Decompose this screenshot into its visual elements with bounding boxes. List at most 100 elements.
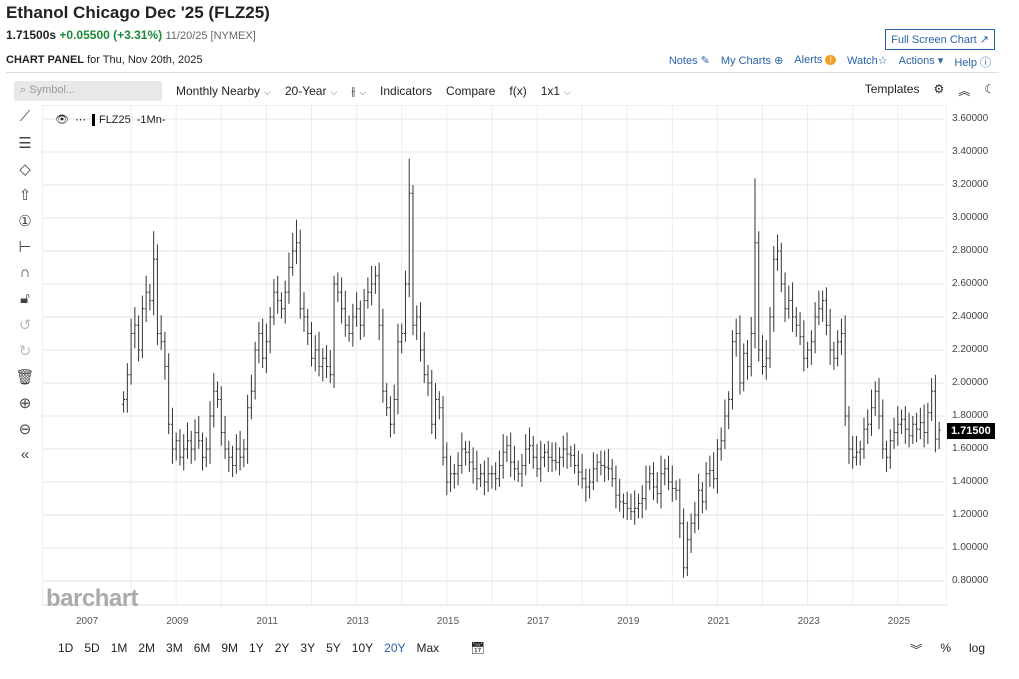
zoom-out-icon[interactable]: ⊖ [18, 421, 32, 438]
help-link[interactable]: Help ⓘ [954, 54, 991, 70]
range-9m[interactable]: 9M [221, 641, 239, 655]
indicators-button[interactable]: Indicators [380, 84, 433, 98]
eye-icon[interactable]: 👁︎ [55, 114, 69, 126]
question-icon: ⓘ [980, 57, 991, 69]
trash-icon[interactable]: 🗑︎ [15, 369, 35, 386]
y-tick-label: 1.00000 [952, 542, 989, 553]
ohlc-bar [133, 307, 137, 349]
ohlc-bar [580, 453, 584, 489]
gear-icon[interactable]: ⚙ [933, 82, 945, 96]
symbol-search-input[interactable]: ⌕ Symbol... [14, 81, 162, 101]
ohlc-bar [700, 482, 704, 514]
log-toggle[interactable]: log [968, 641, 985, 655]
ohlc-bar [565, 432, 569, 469]
y-tick-label: 2.00000 [952, 377, 989, 388]
ohlc-bar [836, 330, 840, 367]
collapse-sidebar-icon[interactable]: « [20, 446, 30, 463]
ohlc-bar [885, 440, 889, 473]
y-tick-label: 1.80000 [952, 410, 989, 421]
notes-link[interactable]: Notes ✎ [669, 54, 710, 70]
ohlc-bar [223, 416, 227, 459]
ohlc-bar [569, 445, 573, 468]
range-1y[interactable]: 1Y [249, 641, 264, 655]
last-price: 1.71500s [6, 28, 57, 42]
ohlc-bar [873, 381, 877, 416]
undo-icon[interactable]: ↺ [18, 317, 32, 334]
actions-menu[interactable]: Actions ▾ [899, 54, 944, 70]
range-3y[interactable]: 3Y [300, 641, 316, 655]
range-10y[interactable]: 10Y [351, 641, 374, 655]
ohlc-bar [652, 462, 656, 501]
collapse-icon[interactable]: ︽ [958, 84, 971, 98]
ohlc-bar [373, 265, 377, 294]
unlock-icon[interactable]: 🔓︎ [20, 290, 30, 307]
range-label: 20-Year [284, 84, 327, 98]
compare-button[interactable]: Compare [446, 84, 496, 98]
full-screen-chart-button[interactable]: Full Screen Chart ↗ [885, 29, 995, 50]
ohlc-bar [204, 437, 208, 468]
ohlc-bar [610, 458, 614, 487]
measure-icon[interactable]: ⊢ [18, 239, 32, 256]
ohlc-bar [670, 465, 674, 502]
toolbar-right: Templates ⚙ ︽ ☾ [865, 82, 995, 99]
ohlc-bar [791, 282, 795, 332]
ohlc-bar [185, 422, 189, 459]
watch-link[interactable]: Watch☆ [847, 54, 888, 70]
ohlc-bar [531, 435, 535, 469]
period-dropdown[interactable]: Monthly Nearby ⌵ [176, 84, 271, 98]
expand-down-icon[interactable]: ︾ [910, 643, 923, 657]
range-dropdown[interactable]: 20-Year ⌵ [285, 84, 337, 98]
percent-toggle[interactable]: % [940, 641, 951, 655]
range-5d[interactable]: 5D [84, 641, 100, 655]
range-max[interactable]: Max [416, 641, 440, 655]
magnet-icon[interactable]: ∩ [19, 264, 31, 281]
range-1m[interactable]: 1M [110, 641, 128, 655]
annotation-icon[interactable]: ① [18, 213, 32, 230]
ohlc-bar [704, 462, 708, 511]
ohlc-bar [272, 279, 276, 326]
ohlc-bar [310, 321, 313, 367]
ohlc-bar [396, 323, 400, 415]
more-icon[interactable]: ⋯ [74, 114, 86, 126]
panel-links: Notes ✎ My Charts ⊕ Alerts ! Watch☆ Acti… [669, 54, 991, 70]
ohlc-bar [291, 232, 295, 276]
my-charts-link[interactable]: My Charts ⊕ [721, 54, 783, 70]
fib-tool-icon[interactable]: ☰ [18, 135, 32, 152]
fx-button[interactable]: f(x) [509, 84, 527, 98]
range-2m[interactable]: 2M [138, 641, 156, 655]
templates-button[interactable]: Templates [864, 82, 920, 96]
line-tool-icon[interactable]: ⟋ [19, 108, 31, 125]
ohlc-bar [381, 308, 385, 403]
y-tick-label: 2.20000 [952, 344, 989, 355]
alerts-link[interactable]: Alerts ! [794, 54, 836, 70]
calendar-icon[interactable]: 📅︎ [470, 641, 486, 655]
range-5y[interactable]: 5Y [326, 641, 341, 655]
x-tick-label: 2009 [166, 616, 189, 627]
zoom-in-icon[interactable]: ⊕ [18, 395, 32, 412]
layout-dropdown[interactable]: 1x1 ⌵ [541, 84, 571, 98]
ohlc-bar [152, 231, 156, 316]
range-1d[interactable]: 1D [58, 641, 74, 655]
ohlc-bar [550, 442, 554, 473]
ohlc-bar [163, 331, 167, 380]
ohlc-bar [216, 381, 220, 408]
ohlc-bar [302, 292, 306, 332]
range-2y[interactable]: 2Y [274, 641, 290, 655]
range-20y[interactable]: 20Y [384, 641, 406, 655]
x-tick-label: 2019 [617, 616, 640, 627]
price-chart[interactable] [42, 105, 947, 613]
ohlc-bar [178, 429, 182, 466]
ohlc-bar [776, 234, 780, 271]
ohlc-bar [809, 330, 813, 365]
range-3m[interactable]: 3M [166, 641, 183, 655]
ohlc-bar [242, 439, 246, 468]
range-6m[interactable]: 6M [193, 641, 211, 655]
chart-type-dropdown[interactable]: ⫲ ⌵ [351, 84, 366, 99]
arrow-up-icon[interactable]: ⇧ [18, 187, 32, 204]
panel-title: CHART PANEL [6, 54, 85, 66]
dark-mode-icon[interactable]: ☾ [984, 82, 995, 96]
ohlc-bar [727, 391, 731, 430]
shape-tool-icon[interactable]: ◇ [19, 161, 31, 178]
redo-icon[interactable]: ↻ [18, 343, 32, 360]
ohlc-bar [693, 501, 697, 534]
